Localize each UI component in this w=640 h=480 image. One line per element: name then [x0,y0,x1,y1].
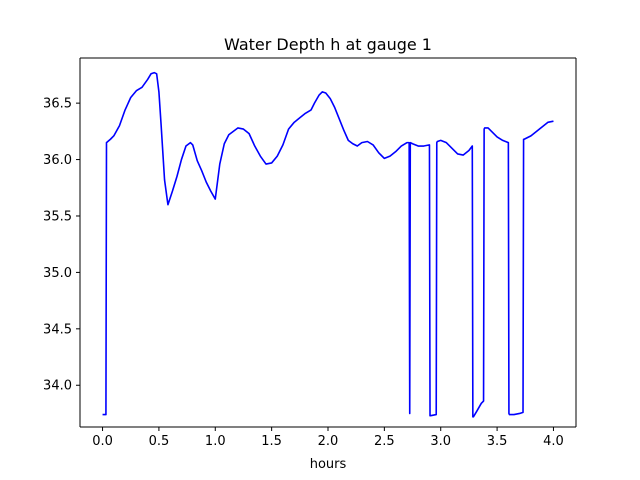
chart-title: Water Depth h at gauge 1 [224,35,432,54]
series-layer [102,71,554,418]
x-tick-label: 0.5 [149,434,170,449]
x-axis-label: hours [310,457,347,472]
x-tick-label: 2.0 [318,434,339,449]
x-axis-ticks: 0.0 0.5 1.0 1.5 2.0 2.5 3.0 3.5 4.0 [92,427,564,449]
y-tick-label: 34.0 [43,379,72,394]
x-tick-label: 3.0 [430,434,451,449]
y-axis-ticks: 34.0 34.5 35.0 35.5 36.0 36.5 [43,97,80,394]
x-tick-label: 1.5 [261,434,282,449]
x-tick-label: 0.0 [92,434,113,449]
y-tick-label: 36.5 [43,97,72,112]
x-tick-label: 4.0 [543,434,564,449]
y-tick-label: 35.0 [43,266,72,281]
plot-area [79,57,577,428]
y-tick-label: 34.5 [43,322,72,337]
x-tick-label: 3.5 [487,434,508,449]
plot-background [80,58,576,427]
y-tick-label: 35.5 [43,209,72,224]
series-line-0 [102,71,554,418]
x-tick-label: 1.0 [205,434,226,449]
x-tick-label: 2.5 [374,434,395,449]
y-tick-label: 36.0 [43,153,72,168]
